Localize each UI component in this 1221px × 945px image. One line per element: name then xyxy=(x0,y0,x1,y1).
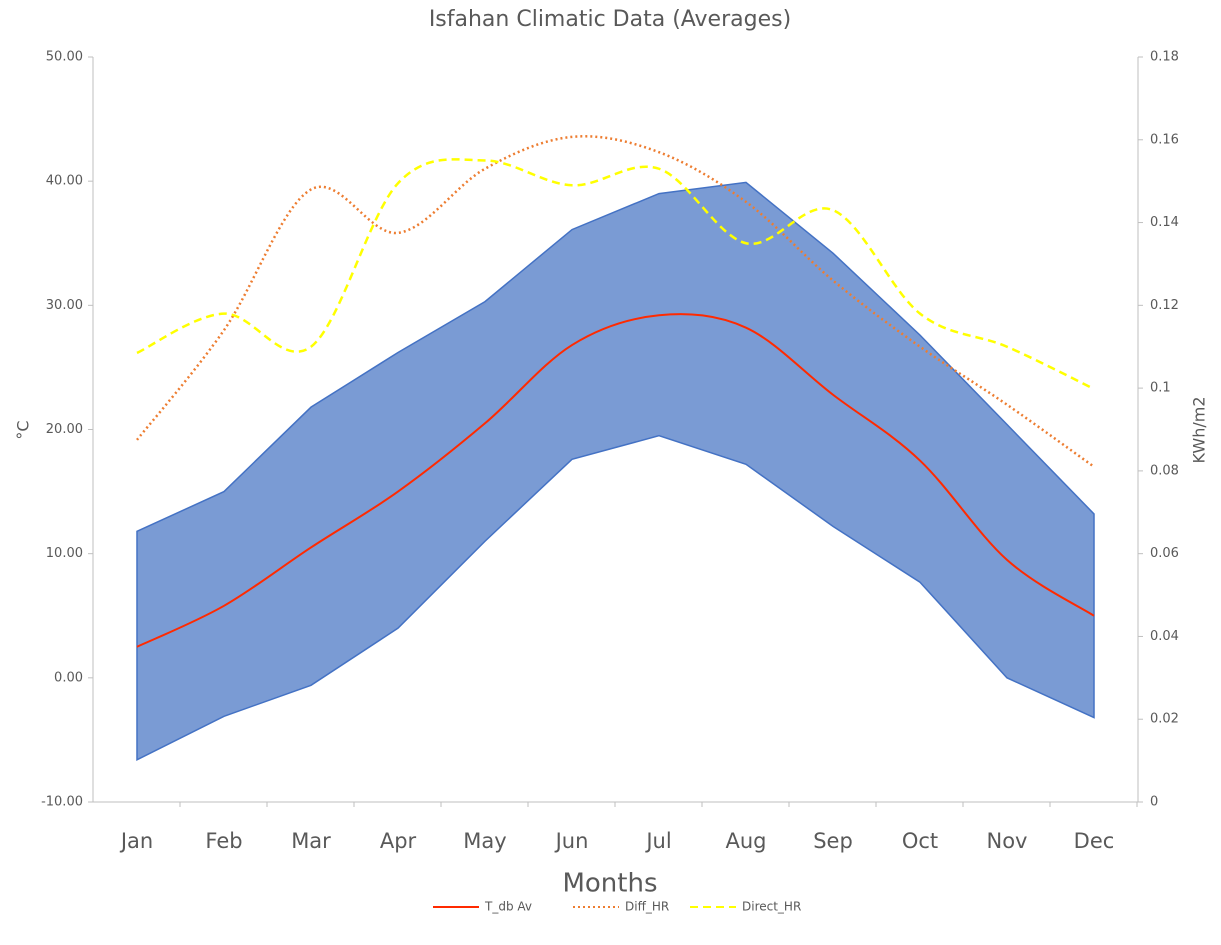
y-tick-label: 50.00 xyxy=(46,50,83,65)
y2-tick-label: 0.14 xyxy=(1150,215,1179,230)
legend-label: T_db Av xyxy=(484,900,532,914)
series-line xyxy=(136,158,1095,391)
x-tick-label: Aug xyxy=(725,829,766,853)
x-tick-label: Jul xyxy=(644,829,671,853)
y-tick-label: 0.00 xyxy=(54,670,83,685)
y-axis-label: °C xyxy=(14,420,33,439)
x-axis-label: Months xyxy=(562,869,657,899)
y2-axis-label: KWh/m2 xyxy=(1190,396,1209,463)
series-line xyxy=(136,135,1095,468)
x-tick-label: Sep xyxy=(813,829,853,853)
y-tick-label: 30.00 xyxy=(46,298,83,313)
y2-tick-label: 0.1 xyxy=(1150,381,1171,396)
x-tick-label: Feb xyxy=(205,829,242,853)
temperature-band xyxy=(136,181,1095,761)
x-tick-label: Oct xyxy=(902,829,938,853)
y2-tick-label: 0.18 xyxy=(1150,50,1179,65)
y-tick-label: 10.00 xyxy=(46,546,83,561)
y-tick-label: 20.00 xyxy=(46,422,83,437)
x-tick-label: Jan xyxy=(119,829,153,853)
y2-tick-label: 0.04 xyxy=(1150,629,1179,644)
y2-tick-label: 0.08 xyxy=(1150,463,1179,478)
y2-tick-label: 0.06 xyxy=(1150,546,1179,561)
legend-label: Diff_HR xyxy=(625,900,669,914)
y2-tick-label: 0.16 xyxy=(1150,132,1179,147)
legend-label: Direct_HR xyxy=(742,900,801,914)
x-tick-label: Nov xyxy=(987,829,1028,853)
chart-title: Isfahan Climatic Data (Averages) xyxy=(429,7,791,32)
y2-tick-label: 0.12 xyxy=(1150,298,1179,313)
y-tick-label: -10.00 xyxy=(41,795,83,810)
y2-tick-label: 0.02 xyxy=(1150,712,1179,727)
x-tick-label: Dec xyxy=(1074,829,1115,853)
y2-tick-label: 0 xyxy=(1150,795,1158,810)
series-line xyxy=(136,313,1095,648)
x-tick-label: May xyxy=(463,829,506,853)
x-tick-label: Apr xyxy=(380,829,417,853)
x-tick-label: Jun xyxy=(554,829,589,853)
x-tick-label: Mar xyxy=(291,829,331,853)
y-tick-label: 40.00 xyxy=(46,174,83,189)
